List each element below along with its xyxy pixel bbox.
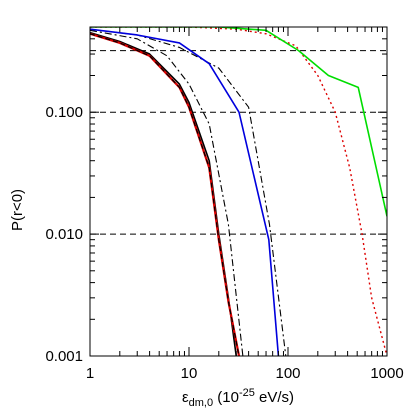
- x-tick-label-2: 100: [275, 365, 300, 382]
- x-tick-label-0: 1: [86, 365, 94, 382]
- series-line-3: [90, 29, 244, 356]
- series-line-5: [90, 28, 280, 356]
- x-axis-prefix: (10: [213, 389, 239, 406]
- x-tick-label-1: 10: [181, 365, 198, 382]
- y-axis-title: P(r<0): [9, 189, 26, 231]
- series-line-2: [90, 33, 240, 356]
- x-tick-labels: 1 10 100 1000: [86, 365, 404, 382]
- series-line-7: [90, 27, 387, 217]
- x-tick-label-3: 1000: [370, 365, 403, 382]
- x-axis-suffix: eV/s): [255, 389, 294, 406]
- x-axis-symbol: ε: [182, 389, 189, 406]
- x-axis-exponent: -25: [239, 387, 255, 399]
- plot-frame: [89, 26, 388, 357]
- x-axis-subscript: dm,0: [189, 397, 213, 409]
- y-tick-label-2: 0.100: [45, 104, 83, 121]
- y-tick-label-0: 0.001: [45, 348, 83, 365]
- y-tick-label-1: 0.010: [45, 226, 83, 243]
- series-line-6: [90, 27, 387, 356]
- y-tick-labels: 0.001 0.010 0.100: [45, 104, 83, 365]
- x-axis-title: εdm,0 (10-25 eV/s): [182, 387, 294, 409]
- tick-marks: [89, 26, 387, 357]
- series-group: [90, 27, 387, 356]
